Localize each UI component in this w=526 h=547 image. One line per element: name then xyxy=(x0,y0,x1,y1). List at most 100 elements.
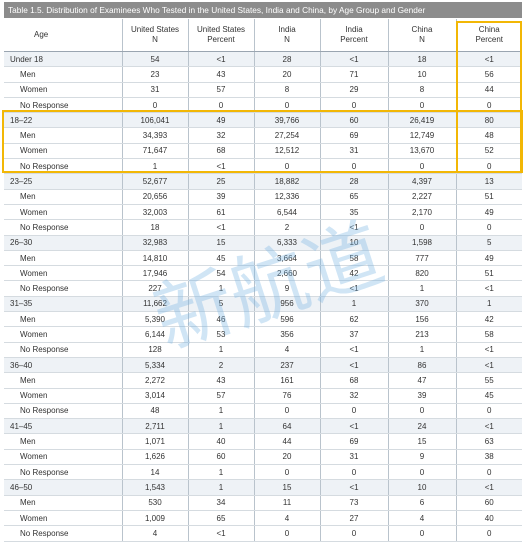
cell: 0 xyxy=(319,403,388,420)
cell: 54 xyxy=(121,51,188,68)
cell: 213 xyxy=(387,326,456,343)
header-line: Percent xyxy=(475,35,504,44)
cell: 86 xyxy=(387,357,456,374)
sub-row: Men 2,272 43 161 68 47 55 xyxy=(4,372,522,389)
cell: 14 xyxy=(121,464,188,481)
header-line: China xyxy=(411,25,433,34)
group-row: Under 18 54 <1 28 <1 18 <1 xyxy=(4,51,522,68)
cell: 1,009 xyxy=(121,510,188,527)
cell: 237 xyxy=(253,357,320,374)
cell: 45 xyxy=(455,388,522,404)
table-title: Table 1.5. Distribution of Examinees Who… xyxy=(4,2,522,18)
sub-row: No Response 14 1 0 0 0 0 xyxy=(4,464,522,481)
cell: 27,254 xyxy=(253,127,320,144)
cell: 10 xyxy=(319,235,388,251)
cell: 3,014 xyxy=(121,388,188,404)
row-label: No Response xyxy=(4,464,122,481)
cell: 0 xyxy=(187,97,254,114)
cell: 9 xyxy=(387,449,456,466)
column-header: United States Percent xyxy=(187,19,254,52)
cell: <1 xyxy=(455,479,522,496)
cell: 2,272 xyxy=(121,372,188,389)
cell: 156 xyxy=(387,311,456,328)
header-line: India xyxy=(278,25,296,34)
sub-row: Women 31 57 8 29 8 44 xyxy=(4,82,522,98)
cell: 69 xyxy=(319,433,388,450)
sub-row: Women 1,626 60 20 31 9 38 xyxy=(4,449,522,466)
cell: 71,647 xyxy=(121,143,188,160)
cell: 5 xyxy=(187,296,254,313)
cell: <1 xyxy=(319,418,388,435)
cell: 32,003 xyxy=(121,204,188,221)
cell: 4 xyxy=(121,525,188,542)
sub-row: Men 5,390 46 596 62 156 42 xyxy=(4,311,522,328)
cell: 15 xyxy=(387,433,456,450)
cell: 15 xyxy=(253,479,320,496)
cell: 42 xyxy=(319,265,388,282)
cell: 43 xyxy=(187,372,254,389)
cell: 71 xyxy=(319,66,388,83)
cell: 0 xyxy=(387,97,456,114)
cell: 1 xyxy=(455,296,522,313)
cell: 43 xyxy=(187,66,254,83)
table-body: Under 18 54 <1 28 <1 18 <1 Men 23 43 20 71 10 56 Women… xyxy=(4,51,522,542)
cell: 1 xyxy=(387,342,456,358)
cell: 227 xyxy=(121,280,188,297)
header-line: Age xyxy=(34,30,49,39)
sub-row: Women 3,014 57 76 32 39 45 xyxy=(4,388,522,404)
cell: <1 xyxy=(455,357,522,374)
cell: 61 xyxy=(187,204,254,221)
row-label: Men xyxy=(4,311,122,328)
cell: 1,626 xyxy=(121,449,188,466)
header-line: United States xyxy=(130,25,180,34)
cell: 60 xyxy=(187,449,254,466)
cell: 40 xyxy=(187,433,254,450)
cell: 0 xyxy=(121,97,188,114)
cell: 25 xyxy=(187,173,254,190)
row-label: Men xyxy=(4,495,122,511)
cell: <1 xyxy=(187,219,254,236)
header-row: Age United States N United States Percent Ind… xyxy=(4,19,522,52)
cell: 6,144 xyxy=(121,326,188,343)
cell: 2 xyxy=(253,219,320,236)
row-label: 26–30 xyxy=(4,235,122,251)
cell: <1 xyxy=(319,51,388,68)
cell: 27 xyxy=(319,510,388,527)
cell: <1 xyxy=(319,357,388,374)
cell: 31 xyxy=(319,143,388,160)
row-label: Men xyxy=(4,66,122,83)
cell: 32 xyxy=(187,127,254,144)
cell: 32 xyxy=(319,388,388,404)
row-label: Women xyxy=(4,449,122,466)
cell: 68 xyxy=(187,143,254,160)
cell: 5,334 xyxy=(121,357,188,374)
cell: <1 xyxy=(187,158,254,175)
cell: 39 xyxy=(387,388,456,404)
cell: 48 xyxy=(121,403,188,420)
row-label: 41–45 xyxy=(4,418,122,435)
row-label: No Response xyxy=(4,280,122,297)
cell: 10 xyxy=(387,479,456,496)
cell: 44 xyxy=(253,433,320,450)
row-label: 46–50 xyxy=(4,479,122,496)
cell: 46 xyxy=(187,311,254,328)
cell: 38 xyxy=(455,449,522,466)
cell: 18,882 xyxy=(253,173,320,190)
cell: 28 xyxy=(253,51,320,68)
column-header: Age xyxy=(4,19,122,52)
sub-row: Women 1,009 65 4 27 4 40 xyxy=(4,510,522,527)
cell: 48 xyxy=(455,127,522,144)
cell: 9 xyxy=(253,280,320,297)
header-line: United States xyxy=(196,25,246,34)
cell: 20 xyxy=(253,449,320,466)
cell: 1,598 xyxy=(387,235,456,251)
row-label: 36–40 xyxy=(4,357,122,374)
cell: 52,677 xyxy=(121,173,188,190)
group-row: 26–30 32,983 15 6,333 10 1,598 5 xyxy=(4,235,522,251)
cell: 29 xyxy=(319,82,388,98)
cell: 57 xyxy=(187,388,254,404)
cell: 1 xyxy=(187,464,254,481)
cell: 8 xyxy=(387,82,456,98)
cell: 49 xyxy=(187,112,254,129)
